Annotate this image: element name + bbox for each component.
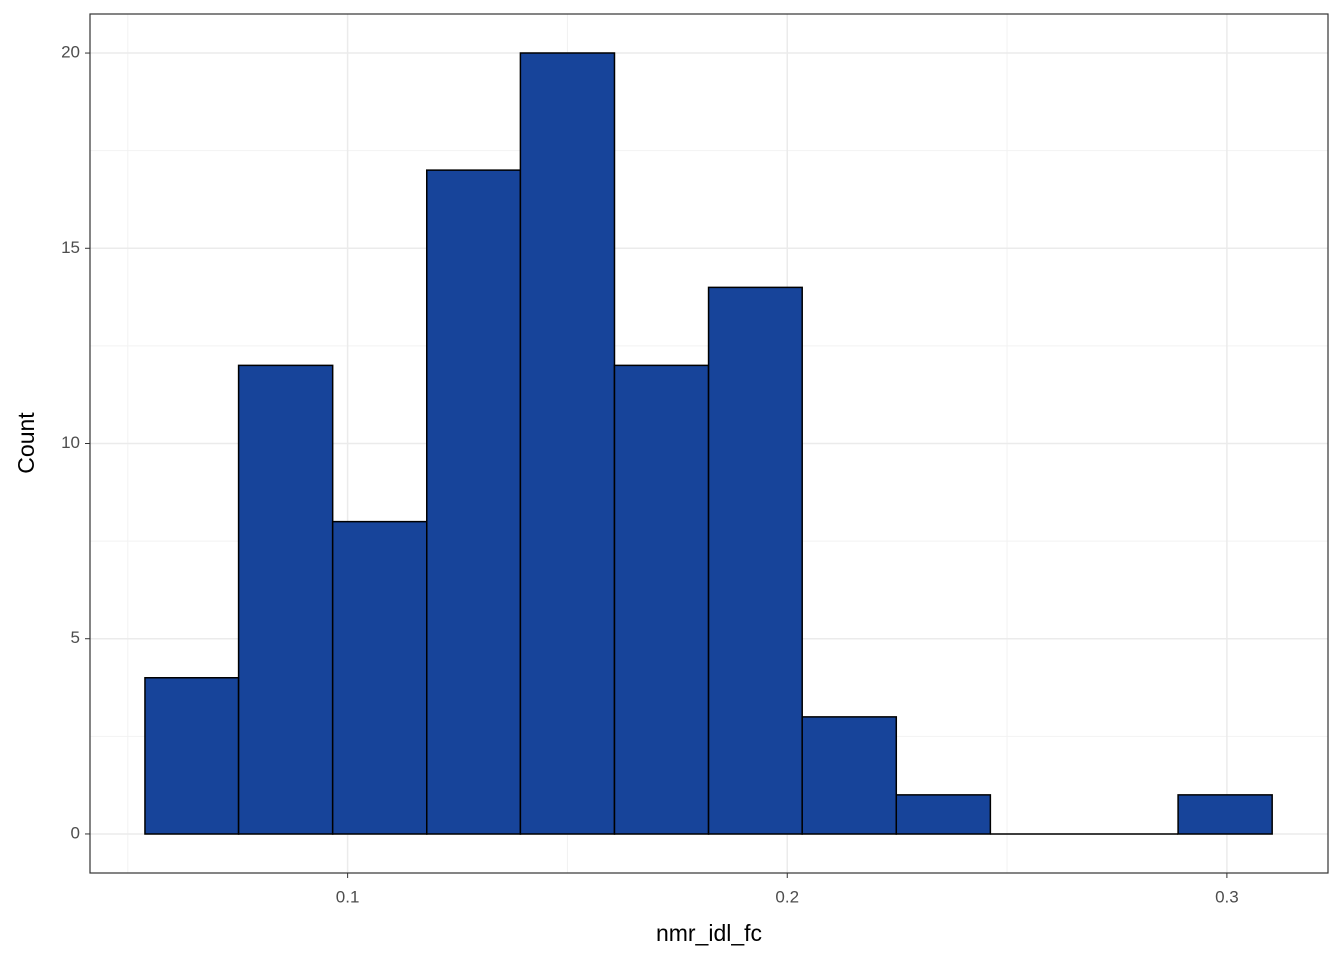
y-tick-label: 15 bbox=[61, 238, 80, 257]
y-tick-label: 5 bbox=[71, 628, 80, 647]
bar bbox=[801, 716, 898, 835]
bar bbox=[237, 364, 334, 835]
bar bbox=[1177, 794, 1273, 835]
bar bbox=[707, 286, 803, 835]
x-axis-title: nmr_idl_fc bbox=[656, 920, 762, 946]
bar bbox=[895, 794, 992, 835]
bar bbox=[426, 169, 522, 835]
y-tick-label: 20 bbox=[61, 43, 80, 62]
bar bbox=[613, 364, 710, 835]
bar bbox=[331, 520, 428, 835]
bar bbox=[519, 52, 616, 835]
y-tick-label: 10 bbox=[61, 433, 80, 452]
x-tick-label: 0.3 bbox=[1215, 887, 1239, 906]
y-axis-title: Count bbox=[13, 412, 39, 474]
panel-border bbox=[89, 13, 1329, 874]
bar bbox=[144, 677, 240, 835]
y-tick-label: 0 bbox=[71, 823, 80, 842]
x-tick-label: 0.2 bbox=[775, 887, 799, 906]
x-tick-label: 0.1 bbox=[336, 887, 360, 906]
